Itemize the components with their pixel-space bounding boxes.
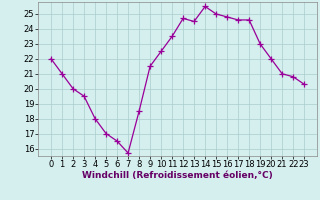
X-axis label: Windchill (Refroidissement éolien,°C): Windchill (Refroidissement éolien,°C) bbox=[82, 171, 273, 180]
